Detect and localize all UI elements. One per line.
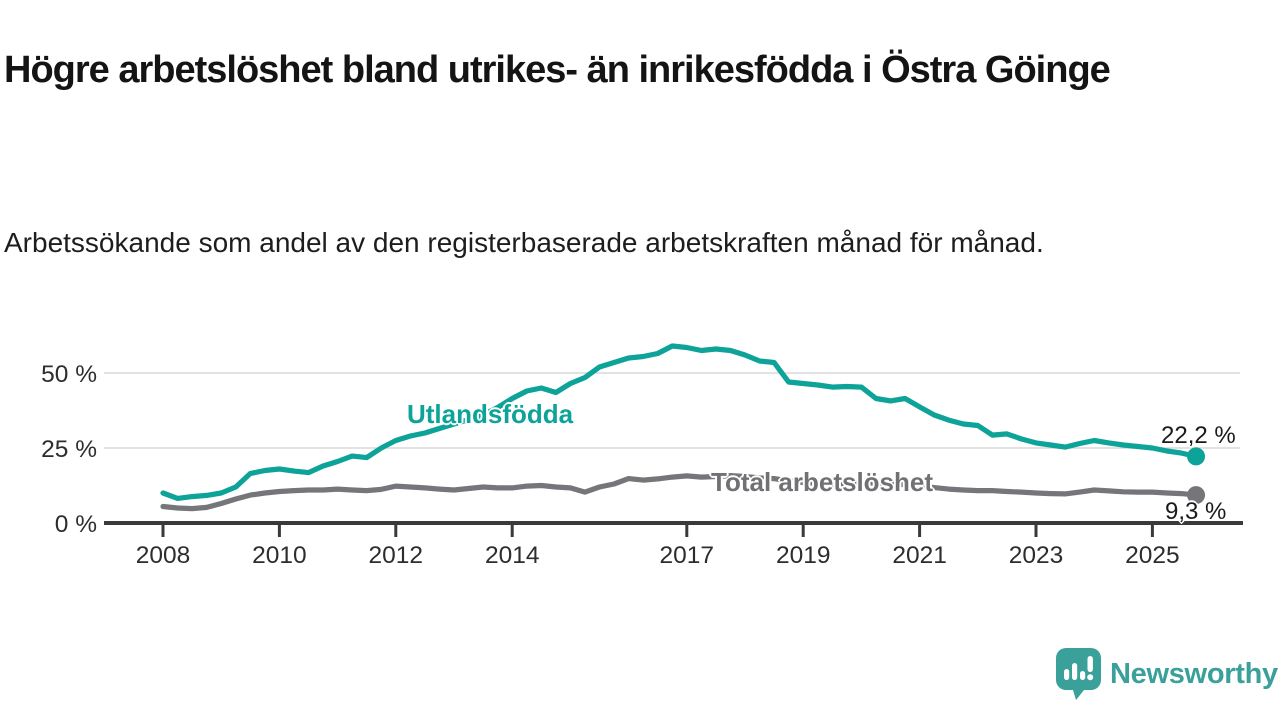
series-end-dot: [1187, 486, 1206, 505]
chart-subtitle: Arbetssökande som andel av den registerb…: [4, 227, 1044, 258]
newsworthy-logo-icon: [1056, 648, 1101, 700]
series-line: [160, 343, 1199, 501]
newsworthy-logo: Newsworthy: [1056, 648, 1278, 700]
x-tick-label: 2008: [136, 542, 191, 569]
newsworthy-logo-text: Newsworthy: [1110, 657, 1278, 690]
y-tick-label: 25 %: [41, 436, 97, 463]
x-tick-label: 2012: [369, 542, 424, 569]
value-label-utlandsfodda: 22,2 %: [1161, 422, 1236, 449]
series-end-dot: [1187, 447, 1206, 466]
y-tick-label: 0 %: [55, 511, 97, 538]
x-tick-label: 2021: [892, 542, 947, 569]
x-tick-label: 2023: [1009, 542, 1064, 569]
x-tick-label: 2019: [776, 542, 831, 569]
x-tick-label: 2025: [1125, 542, 1180, 569]
series-label-total-arbetsloshet: Total arbetslöshet: [711, 467, 934, 497]
y-tick-label: 50 %: [41, 361, 97, 388]
series-label-utlandsfodda: Utlandsfödda: [407, 399, 574, 429]
series-line: [160, 473, 1199, 512]
x-tick-label: 2010: [252, 542, 307, 569]
x-tick-label: 2017: [660, 542, 715, 569]
value-label-total-arbetsloshet: 9,3 %: [1165, 498, 1227, 525]
x-tick-label: 2014: [485, 542, 540, 569]
page-title: Högre arbetslöshet bland utrikes- än inr…: [4, 49, 1111, 92]
